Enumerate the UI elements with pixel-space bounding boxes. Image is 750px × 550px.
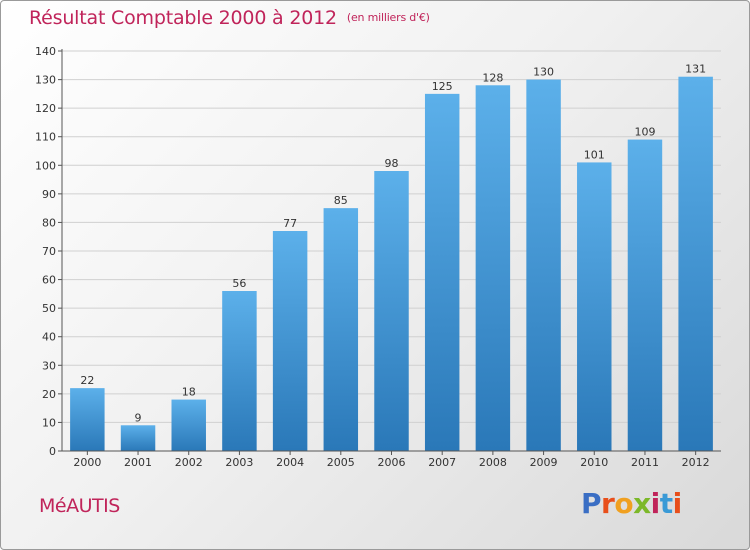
bar-2001 — [120, 425, 156, 451]
data-label: 101 — [584, 148, 605, 161]
x-tick-label: 2007 — [428, 456, 456, 469]
x-tick-label: 2006 — [378, 456, 406, 469]
bar-2005 — [323, 208, 359, 451]
x-tick-label: 2008 — [479, 456, 507, 469]
data-label: 56 — [232, 277, 246, 290]
logo-letter: i — [650, 487, 661, 520]
x-tick-label: 2002 — [175, 456, 203, 469]
bar-2002 — [171, 399, 206, 451]
y-tick-label: 140 — [35, 45, 56, 58]
logo-letter: t — [659, 487, 673, 520]
labels: 0 10 20 30 40 50 60 70 80 90 100 110 120 130 140 22 2000… — [35, 45, 710, 469]
y-tick-label: 30 — [42, 359, 56, 372]
logo-letter: x — [633, 487, 651, 520]
data-label: 130 — [533, 66, 554, 79]
bar-2010 — [577, 162, 612, 451]
bar-2006 — [374, 171, 409, 451]
x-tick-label: 2000 — [73, 456, 101, 469]
data-label: 125 — [432, 80, 453, 93]
y-tick-label: 60 — [42, 274, 56, 287]
bars — [70, 76, 713, 452]
bar-2004 — [272, 231, 308, 451]
commune-name: MéAUTIS — [39, 495, 120, 517]
logo-letter: r — [601, 487, 615, 520]
x-tick-label: 2011 — [631, 456, 659, 469]
y-tick-label: 90 — [42, 188, 56, 201]
data-label: 128 — [482, 71, 503, 84]
x-tick-label: 2003 — [225, 456, 253, 469]
x-tick-label: 2010 — [580, 456, 608, 469]
bar-2011 — [627, 139, 663, 452]
chart-title: Résultat Comptable 2000 à 2012 (en millie… — [29, 7, 430, 29]
chart-subtitle: (en milliers d'€) — [346, 11, 430, 24]
y-tick-label: 50 — [42, 302, 56, 315]
data-label: 77 — [283, 217, 297, 230]
chart-title-text: Résultat Comptable 2000 à 2012 — [29, 7, 337, 29]
y-tick-label: 70 — [42, 245, 56, 258]
data-label: 85 — [334, 194, 348, 207]
bar-2000 — [70, 388, 105, 451]
data-label: 131 — [685, 63, 706, 76]
logo-letter: i — [672, 487, 683, 520]
bar-2003 — [222, 291, 257, 451]
x-tick-label: 2009 — [530, 456, 558, 469]
y-tick-label: 20 — [42, 388, 56, 401]
y-tick-label: 10 — [42, 416, 56, 429]
axes — [58, 49, 721, 455]
y-tick-label: 0 — [49, 445, 56, 458]
logo-letter: o — [614, 487, 634, 520]
x-tick-label: 2004 — [276, 456, 304, 469]
y-tick-label: 130 — [35, 74, 56, 87]
x-tick-label: 2005 — [327, 456, 355, 469]
data-label: 9 — [135, 411, 142, 424]
data-label: 18 — [182, 386, 196, 399]
bar-2007 — [424, 93, 460, 451]
x-tick-label: 2012 — [682, 456, 710, 469]
y-tick-label: 40 — [42, 331, 56, 344]
y-tick-label: 80 — [42, 216, 56, 229]
bar-2012 — [678, 76, 713, 451]
logo-letter: P — [581, 487, 602, 520]
data-label: 109 — [634, 126, 655, 139]
x-tick-label: 2001 — [124, 456, 152, 469]
data-label: 22 — [80, 374, 94, 387]
bar-2009 — [526, 79, 561, 452]
proxiti-logo: Proxiti — [581, 487, 682, 520]
data-label: 98 — [385, 157, 399, 170]
y-tick-label: 110 — [35, 131, 56, 144]
bar-2008 — [475, 85, 511, 452]
y-tick-label: 120 — [35, 102, 56, 115]
y-tick-label: 100 — [35, 159, 56, 172]
